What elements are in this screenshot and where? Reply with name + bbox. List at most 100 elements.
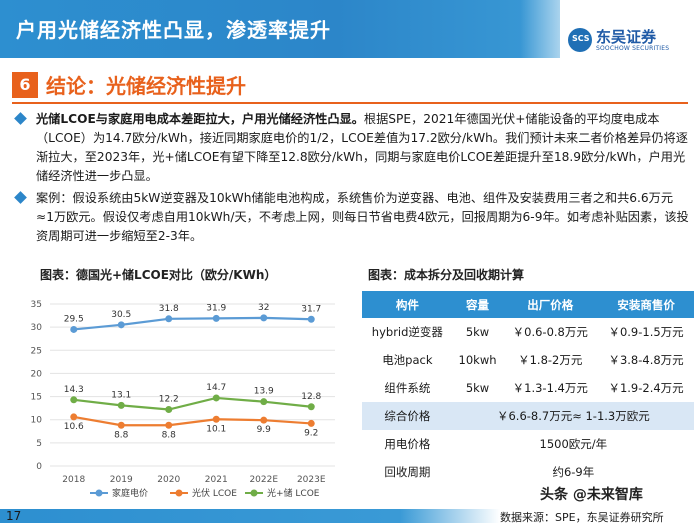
bullet-list: 光储LCOE与家庭用电成本差距拉大，户用光储经济性凸显。根据SPE，2021年德… bbox=[14, 110, 690, 249]
data-point bbox=[70, 413, 78, 421]
table-cell: hybrid逆变器 bbox=[362, 318, 453, 346]
table-row: 组件系统 5kw ￥1.3-1.4万元 ￥1.9-2.4万元 bbox=[362, 374, 694, 402]
data-point bbox=[260, 416, 268, 424]
table-row: hybrid逆变器 5kw ￥0.6-0.8万元 ￥0.9-1.5万元 bbox=[362, 318, 694, 346]
data-point bbox=[212, 415, 220, 423]
table-cell: ￥1.9-2.4万元 bbox=[598, 374, 694, 402]
table-row: 回收周期 约6-9年 bbox=[362, 458, 694, 486]
bullet-bold-text: 光储LCOE与家庭用电成本差距拉大，户用光储经济性凸显。 bbox=[36, 112, 364, 126]
section-number: 6 bbox=[12, 72, 38, 98]
data-label: 9.2 bbox=[304, 428, 318, 438]
data-label: 13.9 bbox=[254, 387, 274, 397]
table-cell: 电池pack bbox=[362, 346, 453, 374]
logo-name-en: SOOCHOW SECURITIES bbox=[596, 45, 670, 52]
x-tick-label: 2020 bbox=[157, 475, 180, 485]
table-row: 综合价格 ￥6.6-8.7万元≈ 1-1.3万欧元 bbox=[362, 402, 694, 430]
data-label: 31.8 bbox=[159, 304, 179, 314]
data-label: 30.5 bbox=[111, 310, 131, 320]
legend-label: 光伏 LCOE bbox=[192, 487, 237, 499]
data-point bbox=[117, 321, 125, 329]
cost-table: 构件 容量 出厂价格 安装商售价 hybrid逆变器 5kw ￥0.6-0.8万… bbox=[362, 291, 694, 486]
data-source: 数据来源：SPE，东吴证券研究所 bbox=[500, 511, 664, 524]
data-label: 8.8 bbox=[162, 430, 177, 440]
bullet-text: 根据SPE，2021年德国光伏+储能设备的平均度电成本（LCOE）为14.7欧分… bbox=[36, 112, 688, 183]
table-cell: ￥3.8-4.8万元 bbox=[598, 346, 694, 374]
data-label: 14.7 bbox=[206, 383, 226, 393]
y-tick-label: 20 bbox=[31, 369, 43, 379]
data-point bbox=[165, 421, 173, 429]
data-label: 32 bbox=[258, 303, 269, 313]
table-cell: 1500欧元/年 bbox=[452, 430, 694, 458]
page-title: 户用光储经济性凸显，渗透率提升 bbox=[16, 18, 331, 42]
logo-mark-icon: SCS bbox=[568, 28, 592, 52]
y-tick-label: 25 bbox=[31, 346, 42, 356]
table-cell: ￥0.6-0.8万元 bbox=[502, 318, 599, 346]
table-row: 用电价格 1500欧元/年 bbox=[362, 430, 694, 458]
chart-title: 图表：德国光+储LCOE对比（欧分/KWh） bbox=[40, 268, 277, 282]
y-tick-label: 30 bbox=[31, 323, 43, 333]
legend-marker bbox=[175, 489, 183, 497]
header-cell: 出厂价格 bbox=[502, 291, 599, 318]
y-tick-label: 0 bbox=[36, 462, 42, 472]
x-tick-label: 2023E bbox=[297, 475, 326, 485]
table-cell: ￥0.9-1.5万元 bbox=[598, 318, 694, 346]
diamond-bullet-icon bbox=[14, 112, 27, 125]
bullet-item: 案例：假设系统由5kW逆变器及10kWh储能电池构成，系统售价为逆变器、电池、组… bbox=[14, 189, 690, 246]
data-point bbox=[307, 315, 315, 323]
data-point bbox=[70, 325, 78, 333]
data-label: 31.9 bbox=[206, 303, 226, 313]
data-point bbox=[212, 394, 220, 402]
data-point bbox=[165, 315, 173, 323]
table-title: 图表：成本拆分及回收期计算 bbox=[368, 268, 525, 282]
legend-marker bbox=[95, 489, 103, 497]
data-label: 10.1 bbox=[206, 424, 226, 434]
table-row: 电池pack 10kwh ￥1.8-2万元 ￥3.8-4.8万元 bbox=[362, 346, 694, 374]
table-cell: ￥1.3-1.4万元 bbox=[502, 374, 599, 402]
bullet-item: 光储LCOE与家庭用电成本差距拉大，户用光储经济性凸显。根据SPE，2021年德… bbox=[14, 110, 690, 186]
table-cell: 回收周期 bbox=[362, 458, 453, 486]
diamond-bullet-icon bbox=[14, 191, 27, 204]
y-tick-label: 5 bbox=[36, 439, 42, 449]
table-cell: 约6-9年 bbox=[452, 458, 694, 486]
data-point bbox=[212, 314, 220, 322]
table-cell: 5kw bbox=[452, 318, 503, 346]
y-tick-label: 10 bbox=[31, 416, 43, 426]
legend-marker bbox=[250, 489, 258, 497]
section-heading: 6 结论：光储经济性提升 bbox=[12, 68, 688, 104]
data-label: 12.8 bbox=[301, 392, 321, 402]
footer: 17 数据来源：SPE，东吴证券研究所 bbox=[0, 505, 700, 525]
x-tick-label: 2021 bbox=[205, 475, 228, 485]
data-label: 13.1 bbox=[111, 390, 131, 400]
header-cell: 构件 bbox=[362, 291, 453, 318]
series-line bbox=[73, 316, 312, 331]
data-label: 8.8 bbox=[114, 430, 129, 440]
data-label: 31.7 bbox=[301, 304, 321, 314]
section-title: 结论：光储经济性提升 bbox=[46, 74, 246, 98]
x-tick-label: 2022E bbox=[249, 475, 278, 485]
x-tick-label: 2019 bbox=[110, 475, 133, 485]
page-number: 17 bbox=[6, 509, 22, 523]
table-cell: 用电价格 bbox=[362, 430, 453, 458]
data-point bbox=[117, 401, 125, 409]
data-point bbox=[307, 403, 315, 411]
data-point bbox=[260, 398, 268, 406]
data-label: 9.9 bbox=[257, 425, 272, 435]
data-point bbox=[307, 419, 315, 427]
data-label: 14.3 bbox=[64, 385, 84, 395]
legend-label: 家庭电价 bbox=[112, 487, 148, 499]
legend-label: 光+储 LCOE bbox=[267, 487, 320, 499]
watermark: 头条 @未来智库 bbox=[540, 487, 643, 503]
data-point bbox=[70, 396, 78, 404]
data-point bbox=[260, 314, 268, 322]
data-label: 12.2 bbox=[159, 395, 179, 405]
x-tick-label: 2018 bbox=[62, 475, 85, 485]
header-cell: 容量 bbox=[452, 291, 503, 318]
table-cell: 5kw bbox=[452, 374, 503, 402]
bullet-text: 案例：假设系统由5kW逆变器及10kWh储能电池构成，系统售价为逆变器、电池、组… bbox=[36, 191, 689, 243]
table-cell: ￥6.6-8.7万元≈ 1-1.3万欧元 bbox=[452, 402, 694, 430]
series-line bbox=[73, 415, 312, 427]
section-divider bbox=[12, 102, 688, 104]
data-point bbox=[165, 406, 173, 414]
data-label: 29.5 bbox=[64, 314, 84, 324]
logo-name-cn: 东吴证券 bbox=[596, 28, 657, 46]
